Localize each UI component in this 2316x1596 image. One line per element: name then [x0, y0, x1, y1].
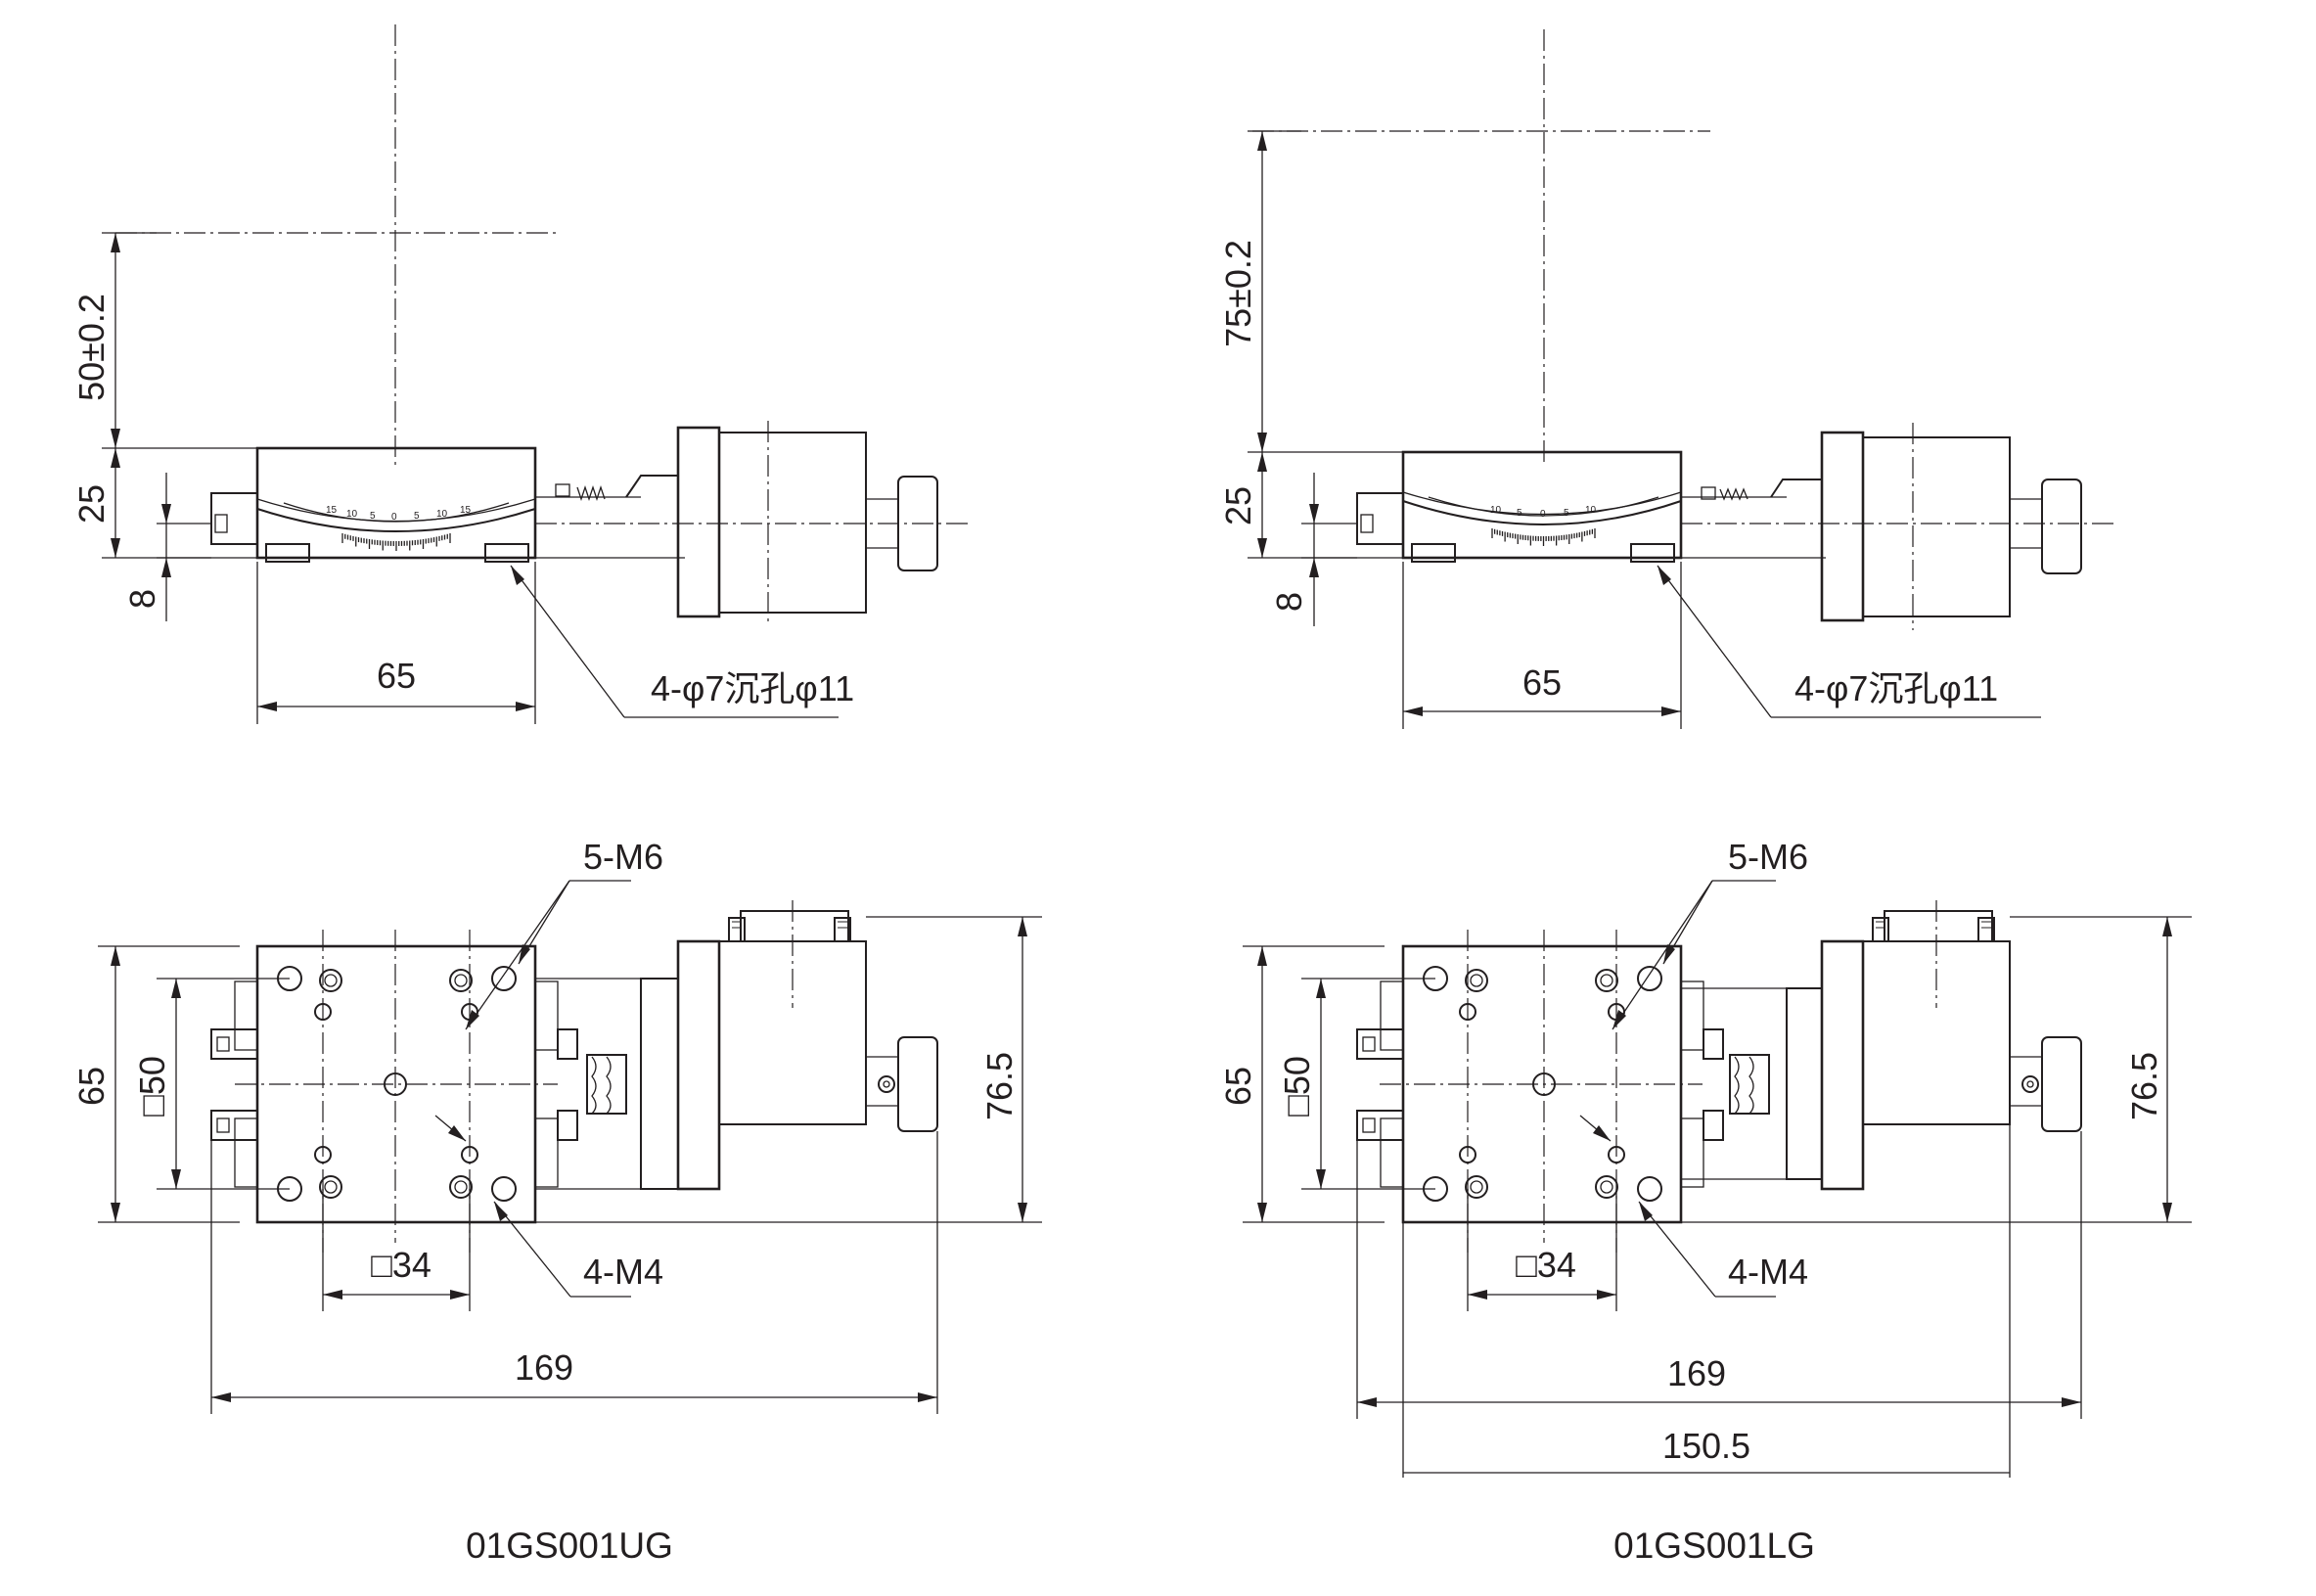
- side-65-label: 65: [71, 1067, 112, 1106]
- lg-front-view: 10 5 0 5 10 75±0.2 25 8 65 4-φ7沉孔φ11: [1218, 29, 2113, 729]
- length-169-label: 169: [1667, 1353, 1726, 1393]
- counterbore-callout: 4-φ7沉孔φ11: [1794, 668, 1998, 708]
- square-50-label: □50: [1277, 1056, 1317, 1117]
- thread-m4-callout: 4-M4: [1728, 1252, 1808, 1292]
- square-34-label: □34: [1516, 1245, 1576, 1285]
- scale-label: 15: [326, 505, 338, 516]
- ug-scale-ticks: [341, 533, 451, 551]
- scale-label: 5: [1564, 508, 1569, 519]
- square-34-label: □34: [371, 1245, 431, 1285]
- dimension-25-label: 25: [71, 484, 112, 524]
- lg-top-view: 65 □50 □34 76.5 169 150.5 5-M6: [1218, 837, 2192, 1478]
- model-label-ug: 01GS001UG: [466, 1526, 673, 1566]
- scale-label: 10: [1585, 505, 1597, 516]
- scale-label: 10: [1490, 505, 1502, 516]
- width-65-label: 65: [377, 656, 416, 696]
- thread-m6-callout: 5-M6: [583, 837, 663, 877]
- counterbore-callout: 4-φ7沉孔φ11: [651, 668, 854, 708]
- scale-label: 10: [346, 509, 358, 520]
- side-65-label: 65: [1218, 1067, 1258, 1106]
- width-765-label: 76.5: [2124, 1052, 2164, 1120]
- model-label-lg: 01GS001LG: [1613, 1526, 1815, 1566]
- dimension-8-label: 8: [1269, 592, 1309, 612]
- length-169-label: 169: [515, 1347, 573, 1388]
- scale-label: 0: [1540, 509, 1546, 520]
- square-50-label: □50: [132, 1056, 172, 1117]
- scale-label: 5: [414, 511, 420, 522]
- width-765-label: 76.5: [979, 1052, 1020, 1120]
- dimension-25-label: 25: [1218, 486, 1258, 525]
- lg-scale-ticks: [1491, 528, 1596, 546]
- thread-m6-callout: 5-M6: [1728, 837, 1808, 877]
- scale-label: 15: [460, 505, 472, 516]
- height-dimension-label: 50±0.2: [71, 294, 112, 401]
- scale-label: 5: [1517, 508, 1522, 519]
- scale-label: 0: [391, 512, 397, 523]
- scale-label: 10: [436, 509, 448, 520]
- scale-label: 5: [370, 511, 376, 522]
- height-dimension-label: 75±0.2: [1218, 240, 1258, 347]
- ug-front-view: 15 10 5 0 5 10 15 50±0.2 25 8 65 4-φ7沉孔φ…: [71, 24, 969, 724]
- dimension-8-label: 8: [122, 589, 162, 609]
- thread-m4-callout: 4-M4: [583, 1252, 663, 1292]
- width-65-label: 65: [1522, 662, 1562, 703]
- length-1505-label: 150.5: [1662, 1426, 1750, 1466]
- ug-top-view: 65 □50 □34 76.5 169 5-M6: [71, 837, 1042, 1414]
